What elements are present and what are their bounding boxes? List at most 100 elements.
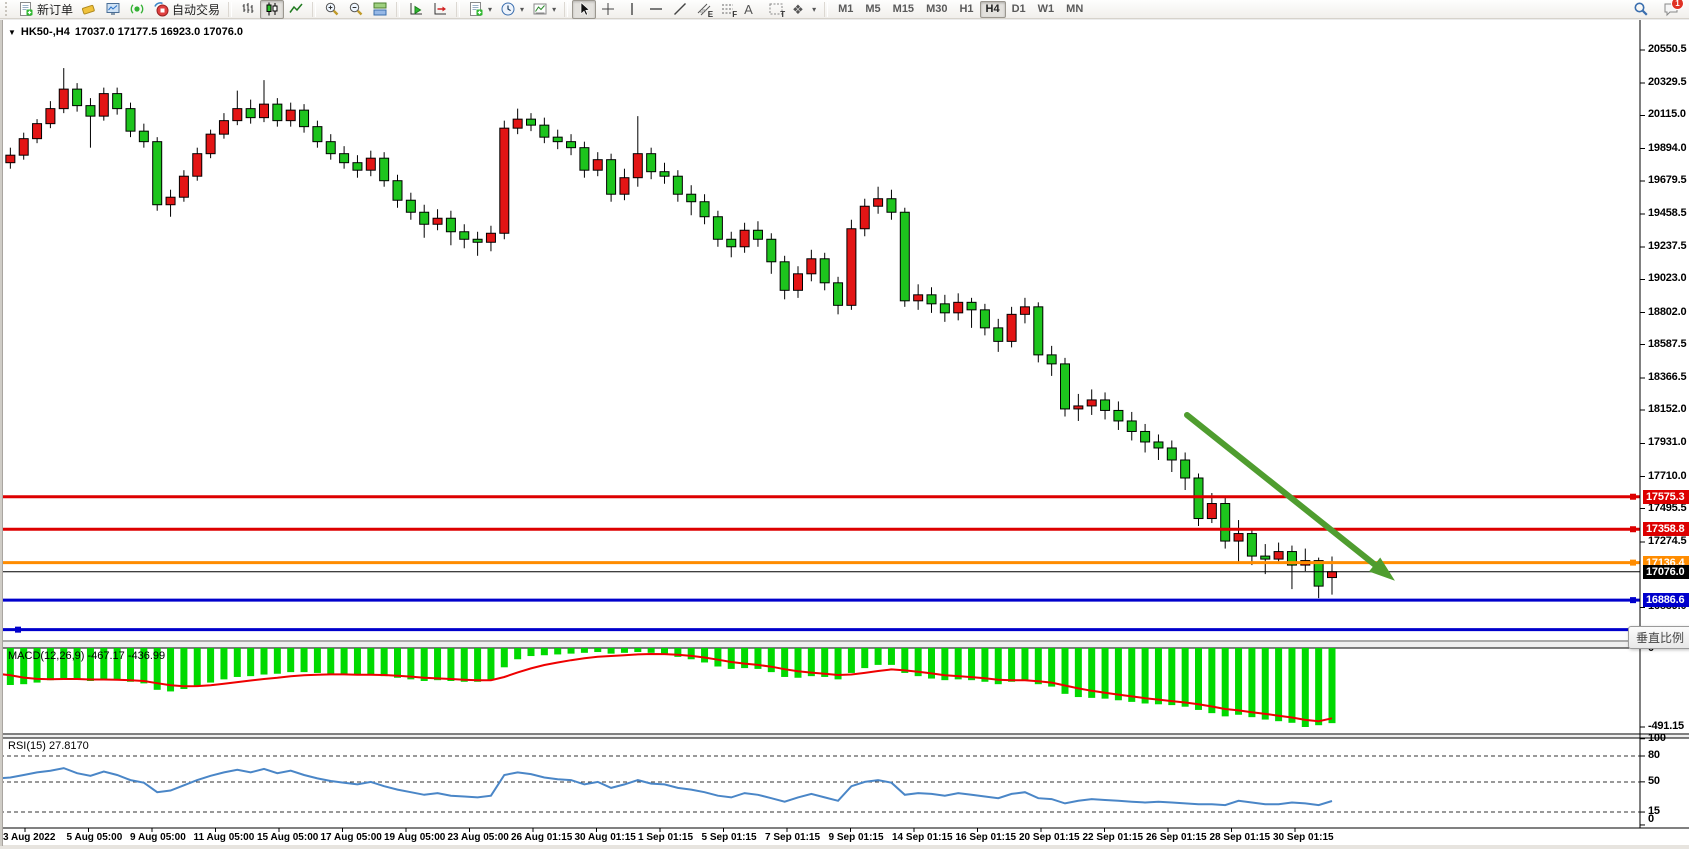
macd-histogram-bar (1128, 648, 1136, 702)
candlestick-chart-button[interactable] (260, 0, 285, 19)
time-axis-label: 26 Sep 01:15 (1146, 832, 1207, 843)
rsi-panel-canvas[interactable] (0, 755, 1640, 813)
timeframe-m5[interactable]: M5 (865, 3, 881, 15)
macd-histogram-bar (140, 648, 148, 684)
timeframe-h1[interactable]: H1 (959, 3, 974, 15)
market-watch-button[interactable] (101, 0, 125, 19)
text-label-button[interactable]: T (764, 0, 788, 19)
fibo-icon: F (722, 4, 738, 19)
time-axis-label: 28 Sep 01:15 (1209, 832, 1271, 843)
trendline-button[interactable] (668, 0, 692, 19)
candles-series (0, 68, 1337, 599)
zoom-in-button[interactable] (320, 0, 344, 19)
candle (312, 120, 323, 148)
line-handle[interactable] (1630, 597, 1636, 604)
timeframe-m15[interactable]: M15 (892, 3, 915, 15)
candle (339, 146, 350, 169)
search-button[interactable] (1629, 0, 1653, 19)
line-chart-button[interactable] (284, 0, 308, 19)
macd-histogram-bar (1154, 648, 1162, 705)
trend-arrow-object[interactable] (1184, 412, 1395, 581)
line-handle[interactable] (15, 626, 21, 633)
indicators-menu-button[interactable]: ▾ (464, 0, 496, 19)
macd-histogram-bar (1141, 648, 1149, 704)
equidistant-channel-button[interactable]: E (692, 0, 716, 19)
macd-histogram-bar (1114, 648, 1122, 701)
macd-histogram-bar (527, 648, 535, 657)
crosshair-button[interactable] (596, 0, 620, 19)
dropdown-caret-icon[interactable]: ▾ (812, 4, 817, 14)
macd-histogram-bar (460, 648, 468, 682)
one-click-dropdown-icon[interactable]: ▼ (8, 27, 16, 37)
notifications-button[interactable]: 1 (1659, 0, 1684, 19)
zoom-out-button[interactable] (344, 0, 368, 19)
templates-menu-button[interactable]: ▾ (528, 0, 560, 19)
macd-panel-canvas[interactable] (0, 648, 1336, 727)
tile-windows-button[interactable] (368, 0, 392, 19)
chart-shift-button[interactable] (428, 0, 452, 19)
dropdown-caret-icon[interactable]: ▾ (488, 4, 493, 14)
macd-histogram-bar (247, 648, 255, 677)
eraser-button[interactable] (77, 0, 101, 19)
line-handle[interactable] (1630, 559, 1636, 566)
candle (392, 174, 403, 208)
timeframe-m1[interactable]: M1 (838, 3, 854, 15)
macd-histogram-bar (634, 648, 642, 653)
tile-windows-icon (372, 1, 388, 17)
macd-histogram-bar (1034, 648, 1042, 685)
macd-histogram-bar (340, 648, 348, 675)
doc-plus-icon (18, 1, 34, 17)
candle-chart-icon (264, 1, 280, 17)
eraser-icon (81, 1, 97, 17)
fibonacci-button[interactable]: F (716, 0, 740, 19)
rsi-level-label: 80 (1648, 749, 1660, 761)
line-handle[interactable] (1630, 526, 1636, 533)
toolbar-separator (824, 1, 829, 17)
auto-trading-button[interactable]: 自动交易 (149, 0, 224, 19)
periods-menu-button[interactable]: ▾ (496, 0, 528, 19)
candle (806, 249, 817, 282)
price-tick-label: 18802.0 (1648, 305, 1687, 318)
dropdown-caret-icon[interactable]: ▾ (520, 4, 525, 14)
price-tick-label: 18366.5 (1648, 370, 1687, 383)
macd-histogram-bar (367, 648, 375, 675)
timeframe-mn[interactable]: MN (1066, 3, 1084, 15)
candle (993, 318, 1004, 352)
candle (672, 170, 683, 202)
candle (1166, 440, 1177, 472)
macd-histogram-bar (113, 648, 121, 681)
candle (526, 113, 536, 132)
text-button[interactable]: A (740, 0, 764, 19)
timeframe-w1[interactable]: W1 (1037, 3, 1055, 15)
line-handle[interactable] (1630, 493, 1636, 500)
macd-histogram-bar (1021, 648, 1029, 681)
macd-histogram-bar (487, 648, 495, 681)
cursor-button[interactable] (572, 0, 597, 19)
chart-ohlc-values: 17037.0 17177.5 16923.0 17076.0 (74, 26, 244, 38)
macd-histogram-bar (941, 648, 949, 681)
auto-scroll-button[interactable] (404, 0, 428, 19)
bar-chart-button[interactable] (236, 0, 260, 19)
panel-splitter[interactable] (0, 735, 1689, 738)
signals-button[interactable] (125, 0, 149, 19)
macd-histogram-bar (380, 648, 388, 677)
candle (1260, 544, 1271, 575)
macd-histogram-bar (1275, 648, 1283, 722)
timeframe-m30[interactable]: M30 (926, 3, 948, 15)
macd-histogram-bar (1168, 648, 1176, 706)
vertical-line-button[interactable] (620, 0, 644, 19)
timeframe-h4[interactable]: H4 (979, 0, 1006, 18)
arrows-button[interactable]: ❖ ▾ (788, 0, 820, 19)
candle (152, 137, 163, 211)
new-order-button[interactable]: 新订单 (14, 0, 77, 19)
panel-splitter[interactable] (0, 642, 1689, 648)
dropdown-caret-icon[interactable]: ▾ (552, 4, 557, 14)
horizontal-line-button[interactable] (644, 0, 668, 19)
macd-histogram-bar (300, 648, 308, 673)
macd-histogram-bar (620, 648, 628, 653)
timeframe-d1[interactable]: D1 (1011, 3, 1026, 15)
candle (1220, 497, 1231, 549)
horizontal-line-icon (648, 1, 664, 17)
time-axis-label: 30 Aug 01:15 (574, 832, 636, 843)
